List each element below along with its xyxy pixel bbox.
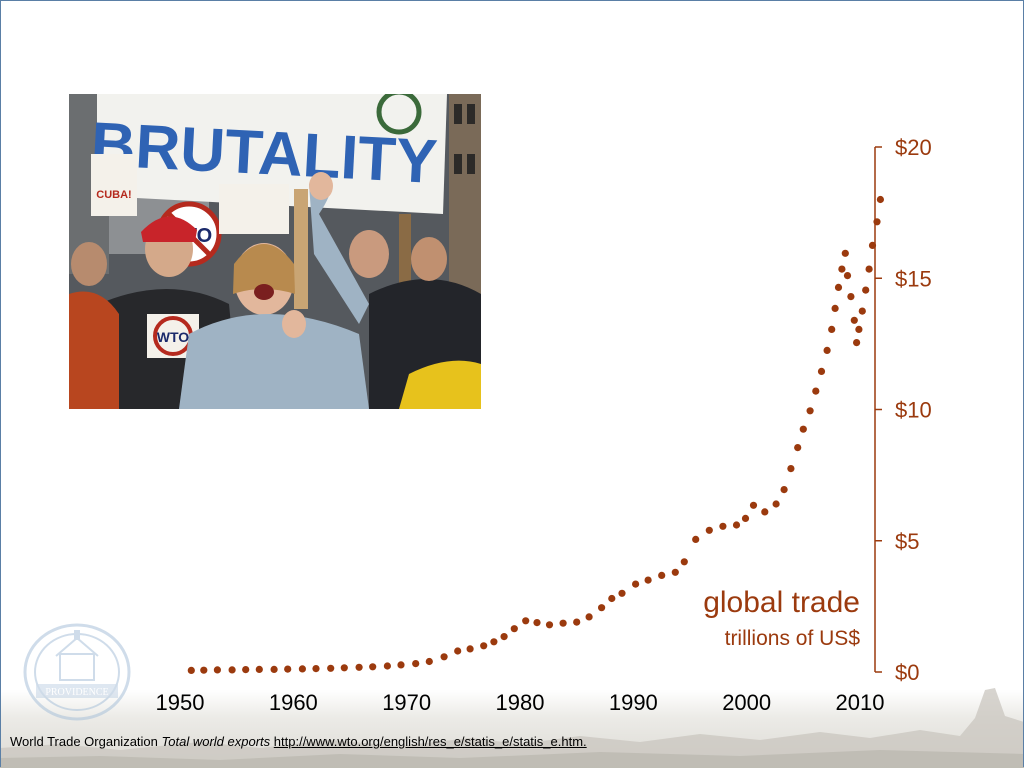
data-point (658, 571, 666, 580)
data-point (705, 526, 713, 534)
data-point (500, 633, 508, 641)
source-link[interactable]: http://www.wto.org/english/res_e/statis_… (273, 734, 587, 749)
data-point (383, 662, 391, 670)
data-point (480, 642, 488, 650)
y-tick-label: $15 (895, 266, 932, 291)
data-point (213, 666, 221, 674)
data-point (862, 286, 870, 294)
data-point (838, 265, 846, 273)
data-point (749, 501, 758, 509)
data-point (828, 325, 836, 333)
data-point (270, 665, 278, 674)
x-tick-label: 1950 (156, 690, 205, 715)
providence-seal-logo: PROVIDENCE (23, 623, 131, 721)
data-point (817, 367, 826, 375)
x-tick-label: 1990 (609, 690, 658, 715)
protest-photo: BRUTALITY WTO CUBA! WTO (69, 94, 481, 409)
y-tick-label: $0 (895, 660, 919, 685)
data-point (841, 249, 849, 257)
data-point (355, 663, 363, 671)
data-point (868, 241, 877, 249)
data-point (187, 666, 195, 675)
data-point (732, 521, 741, 529)
data-points (187, 195, 885, 675)
data-point (397, 661, 405, 669)
data-point (812, 387, 820, 395)
data-point (327, 664, 335, 672)
data-point (794, 444, 802, 452)
data-point (671, 568, 679, 576)
data-point (608, 594, 616, 603)
data-point (876, 195, 885, 204)
chart-title: global trade (703, 586, 860, 619)
source-title: Total world exports (161, 734, 271, 749)
x-tick-label: 2000 (722, 690, 771, 715)
data-point (741, 514, 750, 523)
data-point (255, 665, 263, 674)
svg-text:PROVIDENCE: PROVIDENCE (45, 687, 108, 698)
data-point (440, 653, 448, 661)
data-point (855, 325, 863, 333)
source-org: World Trade Organization (10, 734, 158, 749)
data-point (585, 613, 593, 621)
data-point (772, 500, 780, 508)
data-point (780, 486, 788, 494)
data-point (823, 346, 831, 354)
x-tick-label: 1960 (269, 690, 318, 715)
data-point (853, 339, 861, 347)
data-point (692, 535, 700, 544)
data-point (490, 638, 498, 646)
data-point (761, 508, 769, 516)
data-point (533, 619, 541, 627)
data-point (510, 625, 518, 633)
data-point (200, 666, 208, 674)
data-point (680, 558, 688, 566)
data-point (466, 645, 474, 653)
y-tick-label: $20 (895, 135, 932, 160)
x-tick-label: 1980 (496, 690, 545, 715)
data-point (834, 283, 843, 291)
data-point (831, 304, 839, 312)
data-point (799, 425, 807, 433)
data-point (242, 666, 250, 674)
data-point (312, 665, 320, 673)
data-point (873, 218, 881, 226)
x-axis: 1950 1960 1970 1980 1990 2000 2010 (156, 690, 885, 715)
data-point (573, 618, 581, 626)
footer-skyline (0, 688, 1024, 768)
data-point (644, 576, 652, 584)
data-point (598, 604, 606, 612)
data-point (454, 647, 462, 655)
data-point (522, 617, 530, 625)
data-point (618, 589, 626, 597)
data-point (865, 265, 873, 273)
data-point (298, 665, 306, 673)
data-point (284, 665, 292, 673)
data-point (850, 316, 858, 324)
data-point (425, 657, 433, 666)
chart-subtitle: trillions of US$ (724, 627, 860, 650)
data-point (559, 619, 567, 627)
data-point (412, 660, 420, 668)
data-point (369, 663, 377, 671)
data-point (719, 522, 727, 530)
data-point (806, 407, 814, 415)
y-tick-label: $5 (895, 529, 919, 554)
data-point (632, 580, 640, 588)
data-point (340, 664, 348, 672)
svg-text:WTO: WTO (157, 329, 190, 345)
data-point (228, 666, 236, 674)
data-point (843, 272, 852, 280)
data-point (847, 293, 855, 301)
source-citation: World Trade Organization Total world exp… (10, 734, 587, 749)
svg-text:CUBA!: CUBA! (96, 189, 131, 201)
data-point (787, 465, 795, 473)
y-axis: $0 $5 $10 $15 $20 (874, 135, 932, 685)
x-tick-label: 1970 (382, 690, 431, 715)
y-tick-label: $10 (895, 398, 932, 423)
data-point (858, 307, 866, 315)
x-tick-label: 2010 (836, 690, 885, 715)
data-point (545, 621, 554, 629)
